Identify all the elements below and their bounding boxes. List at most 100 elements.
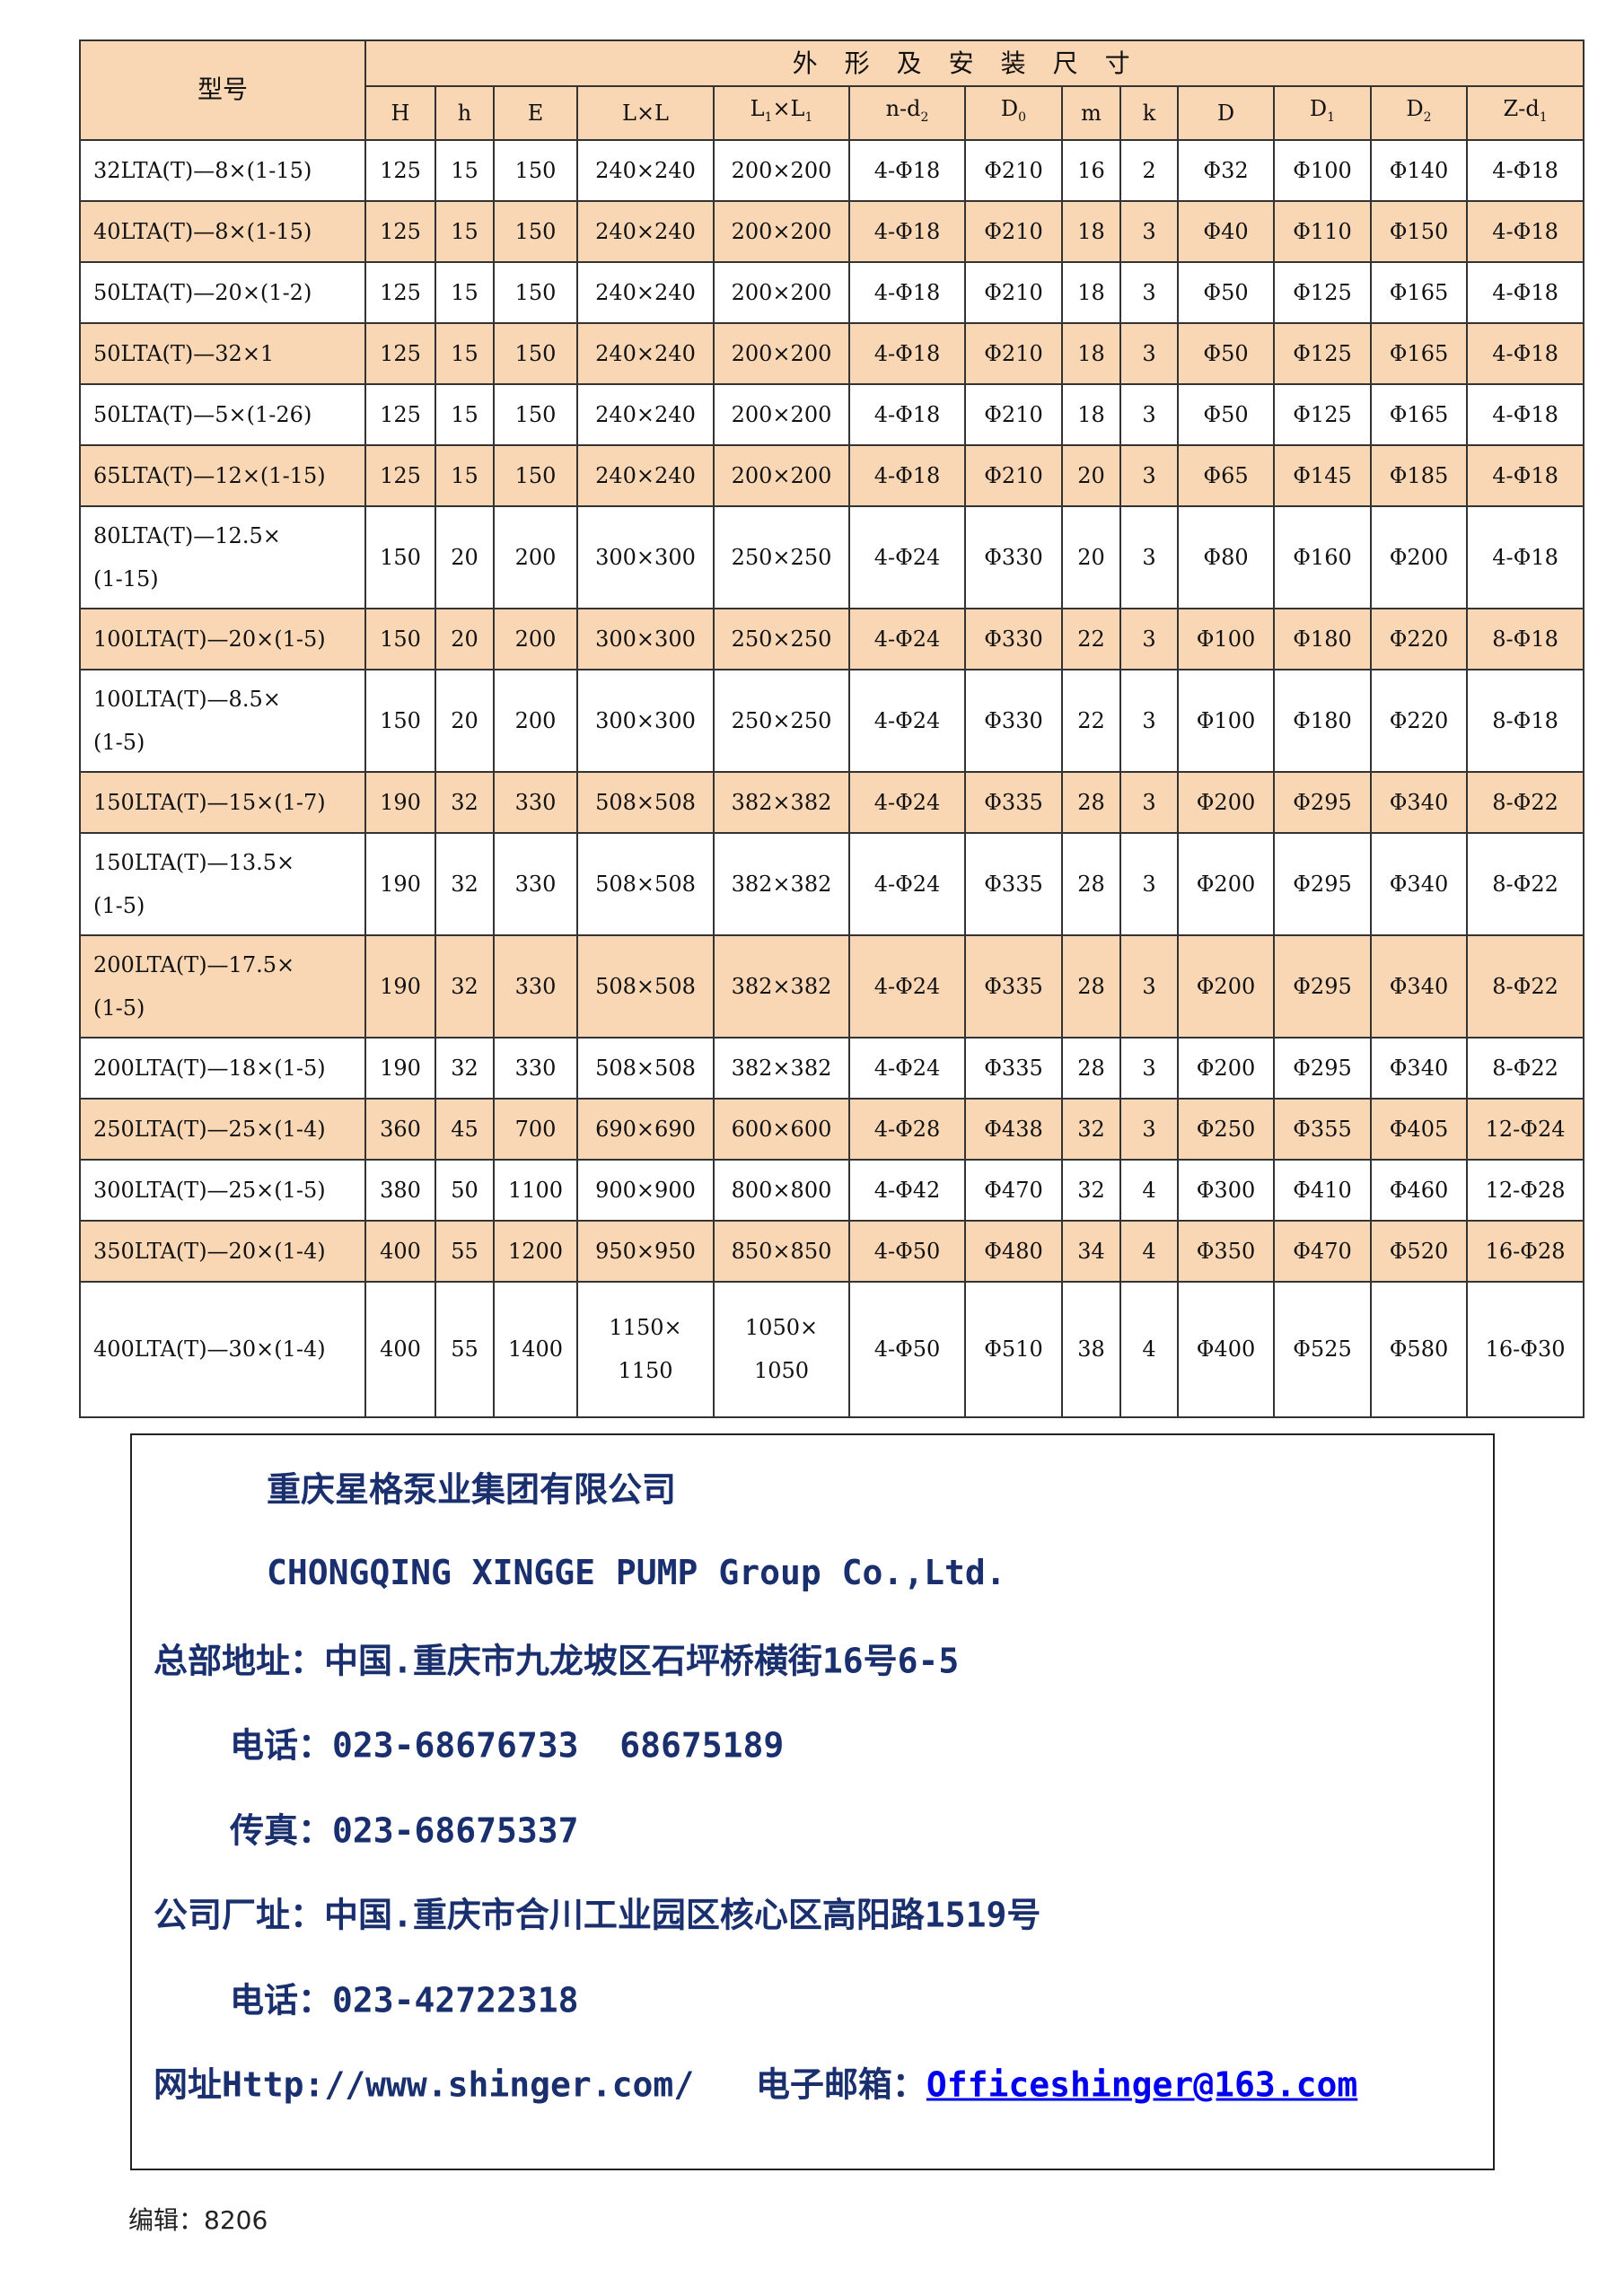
model-cell: 150LTA(T)—15×(1-7) xyxy=(79,770,366,834)
table-row: 250LTA(T)—25×(1-4) 360 45 700 690×690 600×600… xyxy=(79,1097,1585,1161)
value-cell: 150 xyxy=(493,138,578,202)
value-cell: 508×508 xyxy=(576,933,715,1038)
value-cell: 382×382 xyxy=(713,831,850,936)
value-cell: Φ220 xyxy=(1370,607,1468,670)
value-cell: 400 xyxy=(364,1219,436,1283)
column-header-label: h xyxy=(457,100,472,126)
value-cell: 20 xyxy=(1061,443,1121,507)
model-cell: 200LTA(T)—17.5× (1-5) xyxy=(79,933,366,1038)
value-cell: Φ150 xyxy=(1370,199,1468,263)
value-cell: 200 xyxy=(493,607,578,670)
value-cell: Φ210 xyxy=(964,382,1063,446)
value-cell: 508×508 xyxy=(576,770,715,834)
column-header: E xyxy=(493,85,578,141)
column-header-label: D xyxy=(1406,96,1424,121)
value-cell: Φ50 xyxy=(1177,260,1275,324)
column-header: n-d2 xyxy=(848,85,966,141)
value-cell: Φ300 xyxy=(1177,1158,1275,1222)
column-header: h xyxy=(435,85,495,141)
contact-box xyxy=(130,1433,1495,2170)
model-cell: 40LTA(T)—8×(1-15) xyxy=(79,199,366,263)
model-cell: 50LTA(T)—20×(1-2) xyxy=(79,260,366,324)
value-cell: 8-Φ22 xyxy=(1465,1036,1585,1100)
value-cell: 200×200 xyxy=(713,199,850,263)
value-cell: 1050× 1050 xyxy=(713,1280,850,1418)
value-cell: 4-Φ24 xyxy=(848,770,966,834)
table-row: 32LTA(T)—8×(1-15) 125 15 150 240×240 200×200 4… xyxy=(79,138,1585,202)
value-cell: 32 xyxy=(435,1036,495,1100)
value-cell: 8-Φ18 xyxy=(1465,607,1585,670)
value-cell: 3 xyxy=(1119,607,1179,670)
value-cell: 32 xyxy=(435,831,495,936)
value-cell: 360 xyxy=(364,1097,436,1161)
company-name-en: CHONGQING XINGGE PUMP Group Co.,Ltd. xyxy=(267,1553,1006,1592)
model-text: 100LTA(T)—8.5× xyxy=(93,686,281,712)
value-cell: Φ100 xyxy=(1177,607,1275,670)
column-header: L×L xyxy=(576,85,715,141)
value-cell: Φ330 xyxy=(964,504,1063,609)
value-cell: Φ295 xyxy=(1273,933,1372,1038)
table-row: 400LTA(T)—30×(1-4) 400 55 1400 1150× 1150 105… xyxy=(79,1280,1585,1418)
value-cell: 20 xyxy=(435,668,495,773)
value-cell: Φ100 xyxy=(1177,668,1275,773)
value-cell: Φ160 xyxy=(1273,504,1372,609)
value-cell: 330 xyxy=(493,770,578,834)
value-cell: 700 xyxy=(493,1097,578,1161)
column-header-label: L xyxy=(750,96,765,121)
value-cell: Φ210 xyxy=(964,199,1063,263)
column-header-label: E xyxy=(527,100,544,126)
value-cell: 15 xyxy=(435,260,495,324)
value-cell: 4-Φ24 xyxy=(848,607,966,670)
table-row: 350LTA(T)—20×(1-4) 400 55 1200 950×950 850×85… xyxy=(79,1219,1585,1283)
value-cell: 32 xyxy=(435,770,495,834)
value-cell: 8-Φ22 xyxy=(1465,933,1585,1038)
value-cell: 32 xyxy=(1061,1097,1121,1161)
value-cell: 4-Φ18 xyxy=(1465,443,1585,507)
value-cell: Φ165 xyxy=(1370,260,1468,324)
value-cell: Φ100 xyxy=(1273,138,1372,202)
value-cell: 3 xyxy=(1119,1036,1179,1100)
column-header: D2 xyxy=(1370,85,1468,141)
value-cell: 330 xyxy=(493,831,578,936)
value-cell: 330 xyxy=(493,1036,578,1100)
model-text: (1-5) xyxy=(93,995,145,1021)
value-cell: 3 xyxy=(1119,504,1179,609)
value-cell: Φ410 xyxy=(1273,1158,1372,1222)
value-cell: 190 xyxy=(364,1036,436,1100)
table-row: 200LTA(T)—17.5× (1-5) 190 32 330 508×508 382×3… xyxy=(79,933,1585,1038)
value-cell: 4-Φ18 xyxy=(1465,138,1585,202)
value-cell: Φ80 xyxy=(1177,504,1275,609)
table-row: 300LTA(T)—25×(1-5) 380 50 1100 900×900 800×80… xyxy=(79,1158,1585,1222)
value-cell: 22 xyxy=(1061,668,1121,773)
value-cell: Φ125 xyxy=(1273,260,1372,324)
table-row: 50LTA(T)—20×(1-2) 125 15 150 240×240 200×200 4… xyxy=(79,260,1585,324)
value-cell: Φ340 xyxy=(1370,770,1468,834)
value-cell: 850×850 xyxy=(713,1219,850,1283)
model-text: (1-5) xyxy=(93,729,145,755)
value-cell: 150 xyxy=(493,382,578,446)
value-cell: 508×508 xyxy=(576,1036,715,1100)
value-cell: 18 xyxy=(1061,260,1121,324)
value-cell: Φ210 xyxy=(964,260,1063,324)
column-header-label: H xyxy=(391,100,410,126)
value-cell: 3 xyxy=(1119,382,1179,446)
value-cell: 4-Φ18 xyxy=(1465,260,1585,324)
column-header: D0 xyxy=(964,85,1063,141)
value-cell: Φ110 xyxy=(1273,199,1372,263)
value-cell: Φ210 xyxy=(964,443,1063,507)
value-cell: 3 xyxy=(1119,831,1179,936)
column-header-subscript: 1 xyxy=(764,110,773,125)
value-cell: 18 xyxy=(1061,321,1121,385)
value-cell: 28 xyxy=(1061,831,1121,936)
value-cell: Φ340 xyxy=(1370,831,1468,936)
value-cell: Φ350 xyxy=(1177,1219,1275,1283)
value-cell: 4-Φ28 xyxy=(848,1097,966,1161)
table-row: 100LTA(T)—8.5× (1-5) 150 20 200 300×300 250×25… xyxy=(79,668,1585,773)
value-cell: 4-Φ18 xyxy=(848,260,966,324)
value-cell: 16 xyxy=(1061,138,1121,202)
email-link[interactable]: Officeshinger@163.com xyxy=(926,2064,1358,2105)
model-text: 250LTA(T)—25×(1-4) xyxy=(93,1116,326,1142)
model-cell: 50LTA(T)—32×1 xyxy=(79,321,366,385)
value-cell: Φ340 xyxy=(1370,933,1468,1038)
